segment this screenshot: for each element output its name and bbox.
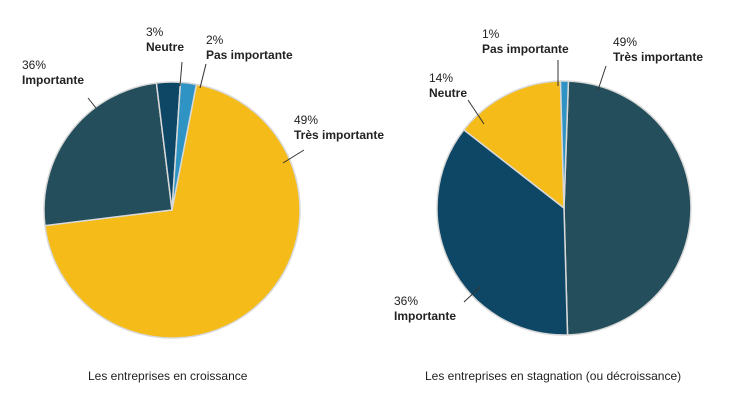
pie-slice-pas-importante-right — [559, 80, 570, 209]
leader-line-neutre-right — [467, 99, 485, 125]
pie-slice-importante-right — [436, 128, 569, 336]
label-importante-left: Importante — [22, 73, 84, 87]
label-tres-importante-right: Très importante — [613, 50, 703, 64]
pie-slice-importante-left — [43, 82, 173, 227]
label-neutre-left: Neutre — [146, 40, 184, 54]
leader-line-tres-importante-right — [597, 65, 607, 91]
label-pas-importante-left: Pas importante — [206, 48, 293, 62]
label-pct-tres-importante-left: 49% — [294, 113, 318, 127]
label-tres-importante-left: Très importante — [294, 128, 384, 142]
label-neutre-right: Neutre — [429, 86, 467, 100]
leader-line-importante-left — [87, 97, 97, 109]
label-importante-right: Importante — [394, 309, 456, 323]
label-pct-pas-importante-left: 2% — [206, 33, 224, 47]
caption-stagnation: Les entreprises en stagnation (ou décroi… — [425, 369, 681, 383]
label-pct-importante-right: 36% — [394, 294, 418, 308]
leader-line-neutre-left — [179, 61, 183, 87]
label-pct-importante-left: 36% — [22, 58, 46, 72]
label-pct-neutre-left: 3% — [146, 25, 164, 39]
label-pct-neutre-right: 14% — [429, 71, 453, 85]
pie-chart-stagnation: 49% Très importante 36% Importante 14% N… — [394, 27, 703, 383]
pie-slice-tres-importante-left — [44, 83, 301, 339]
leader-line-tres-importante-left — [282, 149, 305, 164]
leader-line-importante-right — [463, 286, 481, 303]
pie-slice-tres-importante-right — [563, 80, 692, 336]
caption-growth: Les entreprises en croissance — [88, 369, 248, 383]
label-pct-pas-importante-right: 1% — [482, 27, 500, 41]
pie-slice-neutre-right — [462, 80, 565, 210]
label-pas-importante-right: Pas importante — [482, 42, 569, 56]
pie-chart-growth: 49% Très importante 36% Importante 3% Ne… — [22, 25, 384, 383]
leader-line-pas-importante-left — [199, 63, 207, 89]
label-pct-tres-importante-right: 49% — [613, 35, 637, 49]
